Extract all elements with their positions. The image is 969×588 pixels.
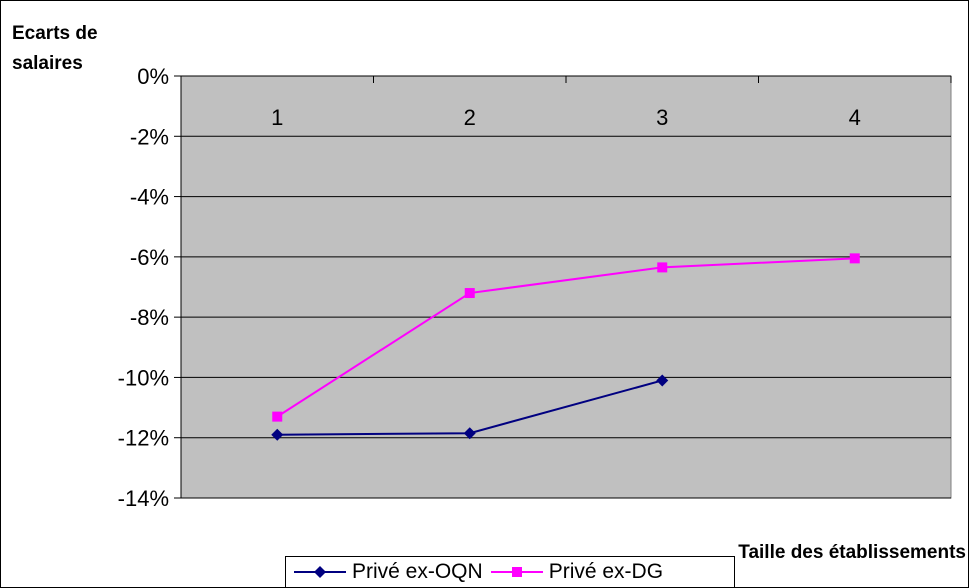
x-tick-label: 2 [464,105,476,130]
x-tick-label: 3 [656,105,668,130]
legend-item-prive-ex-dg: Privé ex-DG [489,560,663,584]
diamond-marker-icon [294,566,346,578]
legend-label-prive-ex-oqn: Privé ex-OQN [352,560,483,583]
x-axis-title: Taille des établissements [738,542,966,563]
data-point-square [657,262,668,273]
data-point-square [272,411,283,422]
y-tick-label: -14% [118,486,169,511]
data-point-square [464,288,475,299]
y-axis-title: Ecarts de salaires [12,19,98,79]
data-point-diamond [271,428,284,441]
series-line-1 [276,257,855,418]
x-tick-label: 4 [849,105,861,130]
y-axis-title-line-1: Ecarts de [12,23,98,44]
legend-item-prive-ex-oqn: Privé ex-OQN [292,560,483,584]
y-axis-title-line-2: salaires [12,53,83,74]
y-tick-label: -4% [130,185,169,210]
y-tick-label: 0% [137,64,169,89]
data-point-diamond [463,427,476,440]
square-marker-icon [490,567,543,577]
y-tick-label: -12% [118,426,169,451]
data-point-square [849,253,860,264]
y-tick-label: -2% [130,124,169,149]
y-tick-label: -8% [130,305,169,330]
x-tick-label: 1 [271,105,283,130]
y-tick-label: -10% [118,365,169,390]
legend: Privé ex-OQN Privé ex-DG [285,556,735,587]
y-tick-label: -6% [130,245,169,270]
data-point-diamond [656,374,669,387]
plot-area [180,75,952,499]
legend-label-prive-ex-dg: Privé ex-DG [548,560,664,583]
